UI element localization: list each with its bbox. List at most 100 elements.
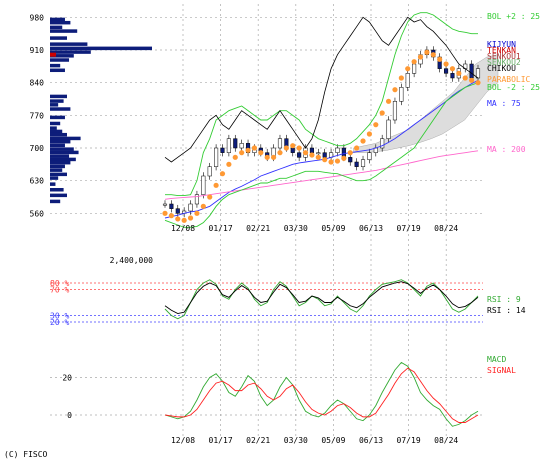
volume-profile-bar-13 [50,99,64,103]
candle-body-36 [392,101,398,121]
volume-profile-bar-3 [50,29,78,33]
rsi-y-tick-30: 30 % [50,312,69,321]
series-macd [164,361,479,427]
candle-body-23 [309,147,314,153]
parabolic-point-13 [245,147,251,153]
parabolic-point-11 [232,154,238,160]
parabolic-point-30 [354,145,360,151]
volume-profile-bar-9 [50,58,70,62]
candle-body-35 [386,119,391,139]
candle-body-1 [169,203,174,209]
volume-profile-bar-1 [50,20,71,25]
parabolic-point-46 [456,70,462,76]
legend-bol-2-25: BOL -2 : 25 [487,83,540,92]
volume-profile-bar-0 [50,17,65,22]
x-tick-price-02/21: 02/21 [246,224,270,233]
volume-profile-bar-23 [50,143,65,148]
candle-body-27 [335,147,340,153]
x-tick-price-07/19: 07/19 [397,224,421,233]
volume-profile-bar-4 [50,36,67,40]
volume-profile-bar-2 [50,25,63,30]
legend-ma-200: MA : 200 [487,145,526,154]
parabolic-point-45 [449,66,456,72]
candle-body-38 [405,73,410,88]
parabolic-point-20 [290,143,296,149]
parabolic-point-25 [322,157,328,163]
parabolic-point-2 [175,216,181,222]
volume-profile-bar-16 [50,115,65,120]
candle-body-31 [360,159,366,167]
candle-body-12 [239,143,244,149]
candle-body-37 [399,87,404,102]
macd-y-tick-20: 20 [62,374,72,383]
volume-profile-bar-32 [50,176,59,180]
x-tick-macd-05/09: 05/09 [321,436,345,445]
legend-senkou1: SENKOU1 [487,52,521,61]
x-tick-macd-03/30: 03/30 [284,436,308,445]
parabolic-point-5 [194,210,200,216]
candle-body-44 [444,68,449,74]
parabolic-point-4 [187,215,194,221]
parabolic-point-27 [334,158,341,164]
parabolic-point-33 [373,122,379,128]
candle-body-9 [220,147,225,153]
text-layer: 12/08 12/08 01/17 01/17 02/21 02/21 03/30 03/30… [4,12,540,459]
legend-kijyun: KIJYUN [487,40,516,49]
y-tick-price-840: 840 [30,79,45,88]
parabolic-point-16 [264,154,270,160]
x-tick-macd-01/17: 01/17 [209,436,233,445]
rsi-y-tick-80: 80 % [50,279,69,288]
volume-profile-bar-21 [50,136,81,141]
legend-rsi-14: RSI : 14 [487,306,526,315]
parabolic-point-24 [315,154,321,160]
parabolic-point-3 [181,217,187,223]
candle-body-6 [201,175,206,195]
parabolic-point-7 [207,194,213,200]
legend-bol-2-25: BOL +2 : 25 [487,12,540,21]
parabolic-point-31 [360,138,366,144]
volume-profile-bar-14 [50,103,59,107]
volume-profile-bar-7 [50,50,91,54]
parabolic-point-34 [379,110,385,116]
grid-layer [50,4,483,440]
volume-profile-bar-8 [50,54,74,58]
x-tick-price-08/24: 08/24 [434,224,458,233]
volume-profile-bar-20 [50,132,67,137]
parabolic-point-8 [213,182,219,188]
volume-profile-bar-34 [50,188,64,192]
candle-body-29 [348,157,353,163]
parabolic-point-26 [328,159,334,165]
rsi-y-tick-20: 20 % [50,318,69,327]
candle-body-20 [290,147,295,153]
legend-tenkan: TENKAN [487,46,516,55]
candle-body-8 [214,147,219,167]
volume-profile-bar-26 [50,154,70,158]
volume-profile-layer [50,17,152,204]
x-tick-macd-07/19: 07/19 [397,436,421,445]
volume-profile-bar-12 [50,94,67,99]
series-bol-2-25 [164,82,479,228]
parabolic-point-6 [200,203,206,209]
candle-body-11 [233,138,238,149]
parabolic-point-18 [277,150,283,156]
series-layer [162,12,481,427]
volume-profile-bar-30 [50,168,63,172]
volume-profile-bar-28 [50,160,71,165]
volume-profile-bar-11 [50,68,65,73]
volume-profile-bar-5 [50,42,88,46]
x-tick-price-05/09: 05/09 [321,224,345,233]
volume-profile-bar-31 [50,172,67,177]
volume-profile-bar-29 [50,164,65,169]
parabolic-point-28 [341,155,347,161]
parabolic-point-15 [258,150,264,156]
parabolic-point-23 [309,152,315,158]
parabolic-point-38 [405,66,411,72]
parabolic-point-35 [385,98,392,104]
parabolic-point-14 [251,145,258,151]
candle-body-39 [412,63,417,74]
parabolic-point-47 [462,75,468,81]
parabolic-point-17 [270,154,277,160]
parabolic-point-29 [347,150,353,156]
copyright-text: (C) FISCO [4,450,48,459]
